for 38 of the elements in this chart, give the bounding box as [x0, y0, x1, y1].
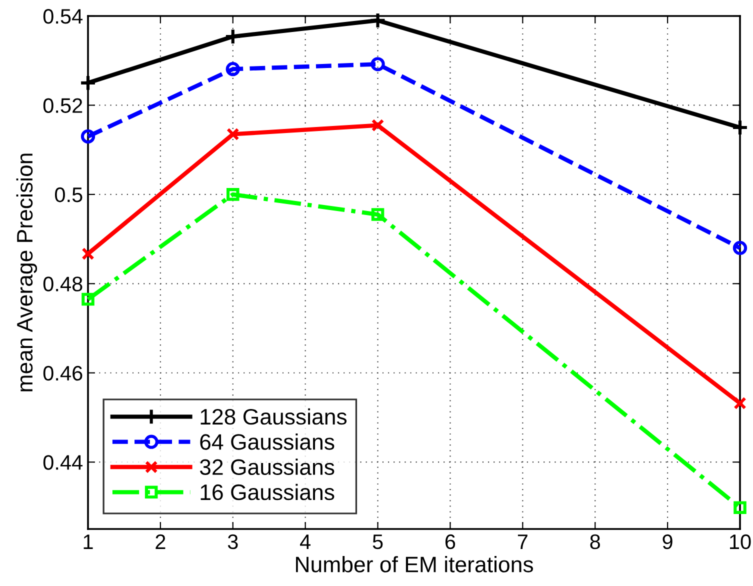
y-tick-label: 0.44 [43, 455, 83, 470]
legend-label: 64 Gaussians [200, 434, 334, 450]
point [82, 292, 94, 306]
point [226, 128, 240, 141]
point [734, 396, 746, 410]
y-tick-label: 0.5 [54, 187, 82, 202]
y-axis-title: mean Average Precision [16, 154, 38, 392]
point [732, 119, 748, 136]
point [226, 188, 240, 201]
point [732, 240, 748, 256]
x-tick-label: 8 [590, 534, 600, 550]
legend-label: 32 Gaussians [200, 458, 334, 476]
point [80, 74, 96, 92]
x-tick-label: 1 [84, 534, 93, 549]
point [226, 62, 240, 76]
y-tick-label: 0.52 [43, 98, 82, 113]
legend-label: 16 Gaussians [200, 484, 334, 500]
x-tick-label: 6 [445, 534, 456, 550]
y-tick-label: 0.46 [43, 366, 82, 381]
point [369, 12, 386, 29]
x-tick-label: 5 [372, 534, 383, 550]
point [80, 129, 96, 144]
point [370, 57, 385, 72]
x-tick-label: 4 [300, 534, 311, 549]
x-tick-label: 7 [518, 534, 528, 549]
point [82, 247, 94, 260]
x-tick-label: 3 [228, 534, 238, 550]
point [224, 28, 242, 45]
point [734, 501, 746, 514]
y-tick-label: 0.54 [43, 9, 83, 24]
x-axis-title: Number of EM iterations [296, 556, 533, 572]
x-tick-label: 9 [662, 534, 672, 550]
y-tick-label: 0.48 [43, 276, 82, 292]
point [371, 118, 384, 132]
x-tick-label: 10 [730, 534, 751, 550]
legend-label: 128 Gaussians [200, 408, 347, 425]
point [371, 208, 384, 221]
x-tick-label: 2 [156, 534, 166, 549]
